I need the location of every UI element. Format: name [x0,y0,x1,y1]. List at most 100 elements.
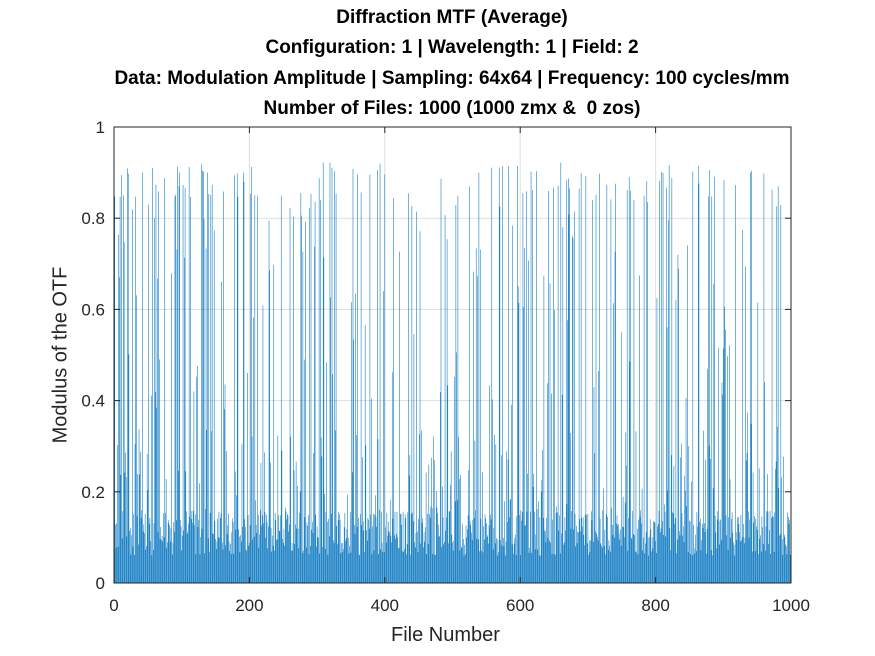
bar [528,260,529,583]
bar [579,519,581,583]
bar [584,545,585,583]
bar [503,546,505,583]
bar [427,513,428,583]
bar [182,184,184,583]
bar [255,524,257,583]
bar [301,215,302,584]
bar [729,345,730,583]
bar [415,532,417,583]
bar [542,450,543,583]
bar [676,539,678,583]
bar [596,533,597,583]
bar [584,514,586,583]
bar [480,518,482,583]
y-tick-label: 0.4 [81,392,105,411]
bar [224,409,225,583]
bar [293,216,294,583]
bar [377,439,379,583]
bar [417,531,418,583]
bar [671,178,673,584]
bar [661,171,662,583]
bar [270,528,272,583]
bar [265,537,266,583]
bar [646,181,648,584]
bar [756,529,758,583]
bar [442,517,444,583]
bar [588,554,589,583]
bar [134,443,136,583]
bar [212,533,214,583]
bar [620,529,621,583]
bar [785,546,787,583]
bar [148,204,149,583]
bar [185,471,187,583]
bar [424,541,426,583]
bar [454,376,455,583]
bar [576,543,578,583]
bar [266,522,268,583]
bar [623,527,625,583]
bar [673,466,675,583]
bar [692,171,694,583]
bar [465,553,466,583]
bar [203,171,204,584]
bar [779,534,781,583]
bar [370,398,372,583]
bar [320,437,322,583]
bar [201,528,203,583]
bar [788,523,790,583]
bar [323,257,325,583]
bar [341,551,343,583]
bar [343,527,345,583]
bar [173,531,175,583]
bar [155,392,156,583]
bar [782,554,784,583]
bar [165,512,166,583]
bar [530,171,532,583]
bar [675,300,677,583]
bar [669,528,671,583]
bar [436,507,438,583]
bar [574,513,576,583]
bar [746,460,747,583]
bar [685,397,687,583]
bar [486,536,488,583]
bar [764,382,765,583]
bar [123,195,124,583]
bar [555,554,556,583]
bar [125,477,127,583]
bar [582,517,584,583]
bar [741,540,742,583]
bar [360,513,361,583]
bar [476,538,478,583]
bar [211,431,212,583]
bar [510,498,511,583]
bar [748,537,750,583]
bar [302,251,304,583]
bar [572,236,573,583]
bar [658,510,660,583]
bar [559,553,561,583]
bar [318,178,320,583]
bar [747,412,748,583]
bar [194,525,195,583]
bar [762,543,764,583]
bar [647,202,648,583]
bar [452,542,453,583]
bar [498,167,500,583]
bar [543,275,545,583]
bar [609,545,610,583]
bar [207,172,208,583]
bar [783,456,784,583]
bar [250,193,252,583]
bar [208,194,210,583]
bar [769,530,770,583]
bar [215,549,217,583]
bar [303,359,305,583]
bar [303,550,304,583]
bar [571,511,572,583]
bar [574,211,575,584]
bar [402,551,403,583]
bar [307,525,308,583]
bar [466,537,467,583]
